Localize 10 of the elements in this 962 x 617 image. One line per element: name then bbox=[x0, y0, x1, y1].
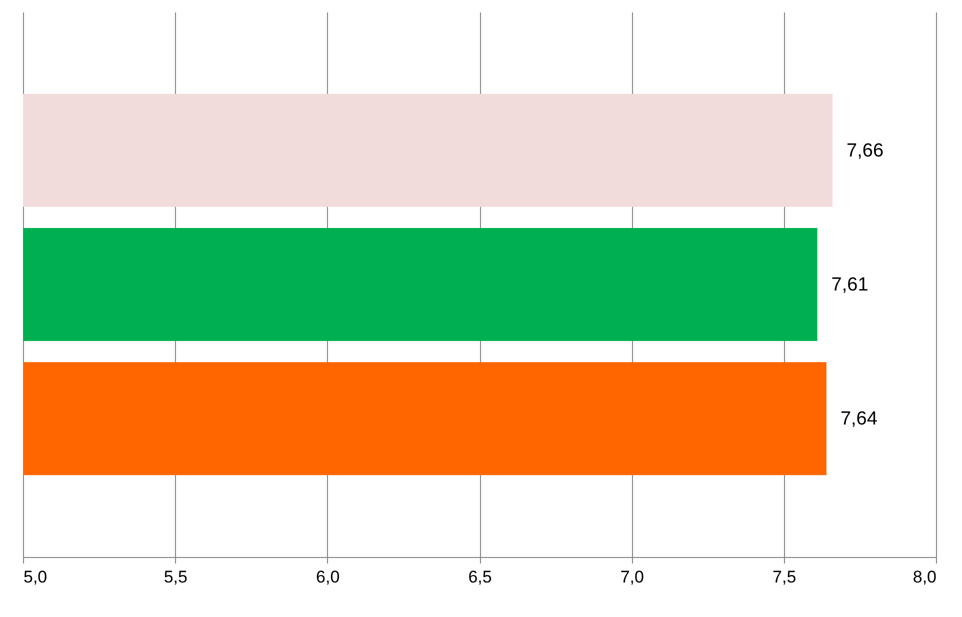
data-label: 7,64 bbox=[840, 408, 878, 430]
x-tick-label: 5,0 bbox=[24, 568, 48, 586]
x-tick-label: 8,0 bbox=[912, 568, 936, 586]
x-tick-label: 7,0 bbox=[620, 568, 644, 586]
data-label: 7,66 bbox=[846, 140, 884, 162]
x-tick-label: 6,5 bbox=[468, 568, 492, 586]
x-tick-label: 5,5 bbox=[164, 568, 188, 586]
data-label: 7,61 bbox=[831, 274, 868, 296]
x-tick-label: 7,5 bbox=[772, 568, 796, 586]
x-tick-label: 6,0 bbox=[316, 568, 340, 586]
